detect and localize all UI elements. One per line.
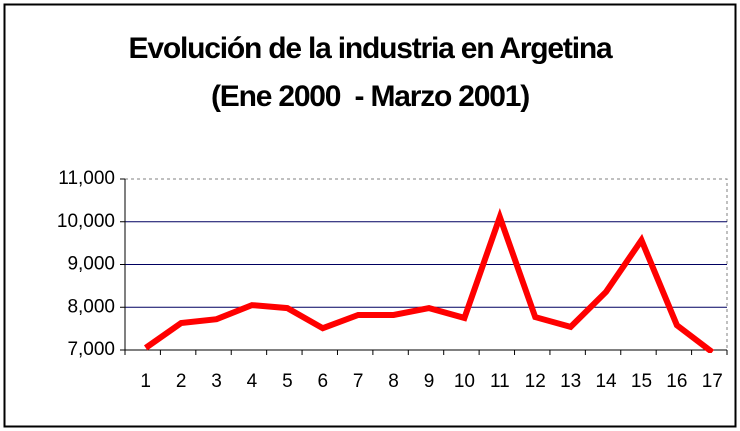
y-tick-label: 8,000 bbox=[67, 296, 115, 317]
chart-subtitle: (Ene 2000 - Marzo 2001) bbox=[211, 80, 529, 113]
x-tick-label: 15 bbox=[631, 371, 652, 392]
data-line bbox=[143, 208, 715, 353]
x-tick-label: 4 bbox=[247, 371, 258, 392]
y-tick-label: 7,000 bbox=[67, 339, 115, 360]
chart-border bbox=[3, 3, 737, 428]
x-tick-label: 13 bbox=[560, 371, 581, 392]
y-tick-label: 10,000 bbox=[57, 211, 115, 232]
x-tick-label: 17 bbox=[702, 371, 723, 392]
x-tick-label: 1 bbox=[140, 371, 151, 392]
x-tick-label: 9 bbox=[424, 371, 435, 392]
x-tick-label: 7 bbox=[353, 371, 364, 392]
x-tick-label: 8 bbox=[388, 371, 399, 392]
x-tick-label: 3 bbox=[211, 371, 222, 392]
x-tick-label: 11 bbox=[490, 371, 510, 392]
x-tick-label: 16 bbox=[666, 371, 687, 392]
x-tick-label: 12 bbox=[525, 371, 546, 392]
y-tick-label: 9,000 bbox=[67, 254, 115, 275]
x-tick-label: 10 bbox=[454, 371, 475, 392]
x-tick-label: 2 bbox=[176, 371, 187, 392]
x-tick-label: 14 bbox=[595, 371, 617, 392]
x-tick-label: 6 bbox=[317, 371, 328, 392]
x-tick-label: 5 bbox=[282, 371, 293, 392]
y-tick-label: 11,000 bbox=[58, 168, 115, 189]
chart-title: Evolución de la industria en Argetina bbox=[129, 32, 613, 65]
